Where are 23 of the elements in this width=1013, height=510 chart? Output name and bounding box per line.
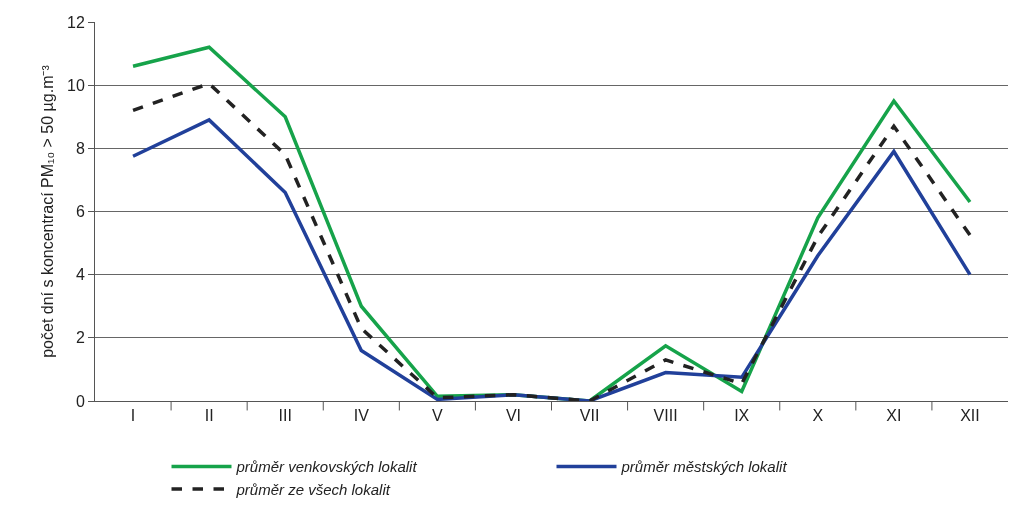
- x-tick-label: VIII: [653, 407, 678, 425]
- x-tick-label: III: [278, 407, 292, 425]
- y-tick-label: 6: [75, 203, 85, 221]
- x-tick-label: XII: [960, 407, 980, 425]
- y-tick-label: 10: [67, 76, 85, 94]
- y-tick-label: 8: [75, 139, 85, 157]
- x-tick-label: V: [432, 407, 444, 425]
- y-tick-label: 2: [75, 329, 85, 347]
- y-tick-label: 12: [67, 13, 85, 31]
- x-tick-label: IV: [353, 407, 370, 425]
- x-tick-label: VII: [579, 407, 600, 425]
- y-tick-label: 0: [75, 392, 85, 410]
- x-tick-label: II: [204, 407, 214, 425]
- x-tick-label: I: [130, 407, 136, 425]
- x-tick-label: XI: [886, 407, 902, 425]
- y-tick-label: 4: [75, 266, 85, 284]
- x-tick-label: X: [812, 407, 824, 425]
- y-axis-title: počet dní s koncentrací PM₁₀ > 50 µg.m⁻³: [39, 64, 56, 358]
- x-tick-label: IX: [734, 407, 750, 425]
- legend-label: průměr venkovských lokalit: [235, 458, 418, 476]
- x-tick-label: VI: [505, 407, 522, 425]
- legend-label: průměr ze všech lokalit: [235, 480, 391, 498]
- legend-label: průměr městských lokalit: [620, 458, 788, 476]
